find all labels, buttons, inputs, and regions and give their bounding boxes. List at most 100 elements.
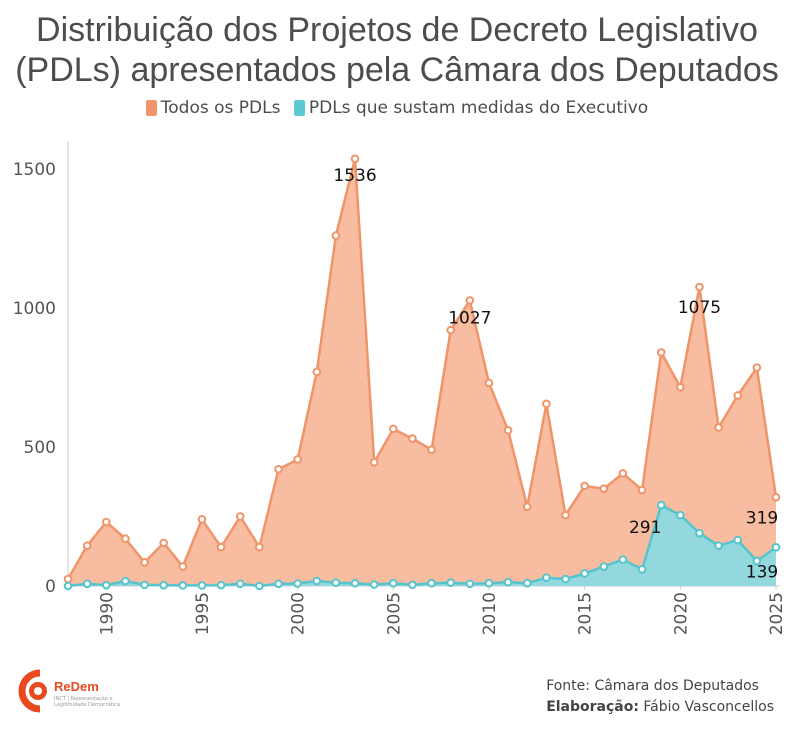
point-all-pdls xyxy=(771,492,781,502)
y-tick-label: 500 xyxy=(24,438,56,458)
data-label: 1536 xyxy=(333,166,376,186)
point-all-pdls xyxy=(733,391,743,400)
x-tick-label: 2010 xyxy=(480,592,500,635)
point-all-pdls xyxy=(637,485,647,495)
point-executive-pdls xyxy=(714,541,723,550)
point-all-pdls xyxy=(82,541,92,550)
point-all-pdls xyxy=(274,464,283,474)
point-all-pdls xyxy=(561,510,570,520)
point-executive-pdls xyxy=(561,574,570,584)
point-executive-pdls xyxy=(580,569,589,578)
point-all-pdls xyxy=(235,512,245,521)
point-all-pdls xyxy=(350,154,360,164)
point-all-pdls xyxy=(63,574,73,584)
point-all-pdls xyxy=(178,562,188,571)
point-executive-pdls xyxy=(752,556,762,566)
point-executive-pdls xyxy=(101,580,111,590)
x-tick-label: 1990 xyxy=(97,592,117,635)
point-all-pdls xyxy=(580,481,589,491)
point-all-pdls xyxy=(140,558,149,567)
data-label: 319 xyxy=(746,508,778,528)
point-executive-pdls xyxy=(235,579,245,589)
point-executive-pdls xyxy=(197,581,207,590)
point-all-pdls xyxy=(427,445,436,455)
data-label: 1027 xyxy=(448,308,491,328)
point-executive-pdls xyxy=(465,579,475,589)
point-executive-pdls xyxy=(159,580,168,590)
point-executive-pdls xyxy=(331,578,341,587)
point-all-pdls xyxy=(714,423,723,432)
y-tick-label: 1500 xyxy=(13,160,56,180)
point-executive-pdls xyxy=(599,562,609,571)
point-executive-pdls xyxy=(542,573,551,582)
point-all-pdls xyxy=(101,517,111,527)
point-executive-pdls xyxy=(178,581,188,590)
credit-label: Elaboração: xyxy=(546,699,639,715)
point-executive-pdls xyxy=(293,579,302,588)
legend-label-executive-pdls: PDLs que sustam medidas do Executivo xyxy=(308,98,649,118)
point-all-pdls xyxy=(676,382,685,392)
point-executive-pdls xyxy=(637,565,647,574)
point-executive-pdls xyxy=(312,576,322,586)
redem-logo-icon xyxy=(18,669,47,713)
x-tick-label: 2000 xyxy=(289,592,309,635)
point-executive-pdls xyxy=(771,543,781,552)
point-all-pdls xyxy=(599,484,609,493)
point-all-pdls xyxy=(121,534,130,544)
point-executive-pdls xyxy=(484,578,494,588)
point-all-pdls xyxy=(255,542,264,552)
chart-title-line-1: Distribuição dos Projetos de Decreto Leg… xyxy=(36,11,758,49)
point-executive-pdls xyxy=(446,578,456,587)
logo-subtitle: INCT | Representação e Legitimidade Demo… xyxy=(54,696,120,708)
point-all-pdls xyxy=(618,469,628,478)
point-executive-pdls xyxy=(618,555,628,564)
point-executive-pdls xyxy=(388,578,398,588)
x-tick-label: 1995 xyxy=(193,592,213,635)
point-all-pdls xyxy=(159,538,168,548)
chart-footer: Fonte: Câmara dos Deputados Elaboração: … xyxy=(546,676,774,718)
point-all-pdls xyxy=(312,367,322,377)
point-executive-pdls xyxy=(408,580,417,590)
point-all-pdls xyxy=(484,378,494,388)
data-label: 1075 xyxy=(678,298,721,318)
point-executive-pdls xyxy=(274,579,283,589)
chart-title: Distribuição dos Projetos de Decreto Leg… xyxy=(0,10,794,90)
area-executive-pdls xyxy=(68,505,776,586)
credit-name: Fábio Vasconcellos xyxy=(643,699,774,715)
point-all-pdls xyxy=(542,399,551,409)
point-all-pdls xyxy=(465,296,475,305)
legend-item-all-pdls[interactable]: Todos os PDLs xyxy=(145,98,280,118)
point-all-pdls xyxy=(695,282,704,292)
legend-swatch-all-pdls xyxy=(145,100,157,116)
point-executive-pdls xyxy=(522,578,532,588)
point-all-pdls xyxy=(331,231,341,240)
y-tick-label: 0 xyxy=(45,577,56,597)
point-all-pdls xyxy=(522,502,532,512)
point-executive-pdls xyxy=(255,581,264,591)
area-chart: 0 500 1000 1500 1990 1995 2000 2005 2010 2015 2020… xyxy=(13,141,787,635)
chart-legend: Todos os PDLs PDLs que sustam medidas do… xyxy=(0,98,794,121)
point-all-pdls xyxy=(752,363,762,372)
data-label: 291 xyxy=(629,518,661,538)
point-executive-pdls xyxy=(121,576,130,586)
point-executive-pdls xyxy=(676,510,685,520)
point-all-pdls xyxy=(293,455,302,464)
point-executive-pdls xyxy=(733,535,743,545)
point-executive-pdls xyxy=(216,580,226,590)
x-tick-label: 2005 xyxy=(384,592,404,635)
y-tick-label: 1000 xyxy=(13,299,56,319)
point-executive-pdls xyxy=(695,528,704,538)
point-executive-pdls xyxy=(427,578,436,588)
point-executive-pdls xyxy=(503,577,513,587)
point-all-pdls xyxy=(388,424,398,434)
point-executive-pdls xyxy=(63,581,73,591)
point-all-pdls xyxy=(216,542,226,552)
source-text: Fonte: Câmara dos Deputados xyxy=(546,678,759,694)
point-all-pdls xyxy=(446,325,456,335)
point-executive-pdls xyxy=(82,579,92,589)
legend-item-executive-pdls[interactable]: PDLs que sustam medidas do Executivo xyxy=(293,98,649,118)
line-all-pdls xyxy=(66,157,778,580)
point-executive-pdls xyxy=(350,578,360,588)
logo-name: ReDem xyxy=(54,679,99,694)
legend-swatch-executive-pdls xyxy=(293,100,305,116)
